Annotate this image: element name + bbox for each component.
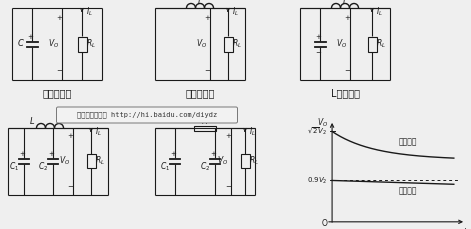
Text: 电容滤波: 电容滤波: [399, 138, 418, 147]
Bar: [367, 36, 376, 52]
Text: L: L: [30, 117, 34, 125]
Text: $C_2$: $C_2$: [38, 161, 48, 173]
Text: $V_O$: $V_O$: [49, 38, 60, 50]
Text: $V_O$: $V_O$: [218, 155, 228, 167]
Text: +: +: [67, 133, 73, 139]
Text: $R_L$: $R_L$: [376, 38, 386, 50]
Text: $I_L$: $I_L$: [95, 126, 101, 138]
Text: $I_L$: $I_L$: [463, 227, 470, 229]
Text: $V_O$: $V_O$: [317, 117, 328, 129]
Text: $C_2$: $C_2$: [200, 161, 210, 173]
Bar: [241, 154, 250, 168]
Text: $0.9V_2$: $0.9V_2$: [307, 175, 327, 185]
Text: $C_1$: $C_1$: [9, 161, 19, 173]
Text: +: +: [27, 34, 33, 40]
Bar: [78, 36, 87, 52]
Text: $C_1$: $C_1$: [160, 161, 170, 173]
Text: $I_L$: $I_L$: [249, 126, 255, 138]
Text: R: R: [202, 117, 208, 125]
Text: $R_L$: $R_L$: [95, 155, 105, 167]
Text: −: −: [315, 50, 321, 56]
Text: O: O: [321, 219, 327, 228]
Text: +: +: [225, 133, 231, 139]
Text: +: +: [48, 151, 54, 157]
Text: $V_O$: $V_O$: [59, 155, 71, 167]
Text: L: L: [198, 0, 203, 5]
Text: $R_L$: $R_L$: [86, 38, 96, 50]
Text: C: C: [18, 39, 24, 49]
Text: −: −: [344, 68, 350, 74]
Text: +: +: [19, 151, 25, 157]
Text: 电感滤波器: 电感滤波器: [185, 88, 215, 98]
Text: 成志电子制作网 http://hi.baidu.com/diydz: 成志电子制作网 http://hi.baidu.com/diydz: [77, 112, 217, 118]
Bar: [87, 154, 96, 168]
Text: $I_L$: $I_L$: [232, 6, 238, 18]
Bar: [224, 36, 233, 52]
Text: −: −: [56, 68, 62, 74]
Text: −: −: [204, 68, 210, 74]
Text: +: +: [210, 151, 216, 157]
Text: +: +: [56, 15, 62, 21]
Text: $I_L$: $I_L$: [86, 6, 92, 18]
Text: $\sqrt{2}V_2$: $\sqrt{2}V_2$: [307, 126, 327, 137]
Text: $R_L$: $R_L$: [232, 38, 242, 50]
Text: $V_O$: $V_O$: [336, 38, 348, 50]
Text: $V_O$: $V_O$: [196, 38, 208, 50]
Bar: [194, 125, 216, 131]
Text: +: +: [315, 34, 321, 40]
Text: +: +: [344, 15, 350, 21]
Text: L型滤波器: L型滤波器: [331, 88, 359, 98]
Text: 电感滤波: 电感滤波: [399, 187, 418, 196]
Text: $R_L$: $R_L$: [249, 155, 259, 167]
FancyBboxPatch shape: [57, 107, 237, 123]
Text: $I_L$: $I_L$: [375, 6, 382, 18]
Text: 电容滤波器: 电容滤波器: [42, 88, 72, 98]
Text: L: L: [343, 0, 347, 5]
Text: +: +: [204, 15, 210, 21]
Text: −: −: [225, 184, 231, 190]
Text: +: +: [170, 151, 176, 157]
Text: −: −: [67, 184, 73, 190]
